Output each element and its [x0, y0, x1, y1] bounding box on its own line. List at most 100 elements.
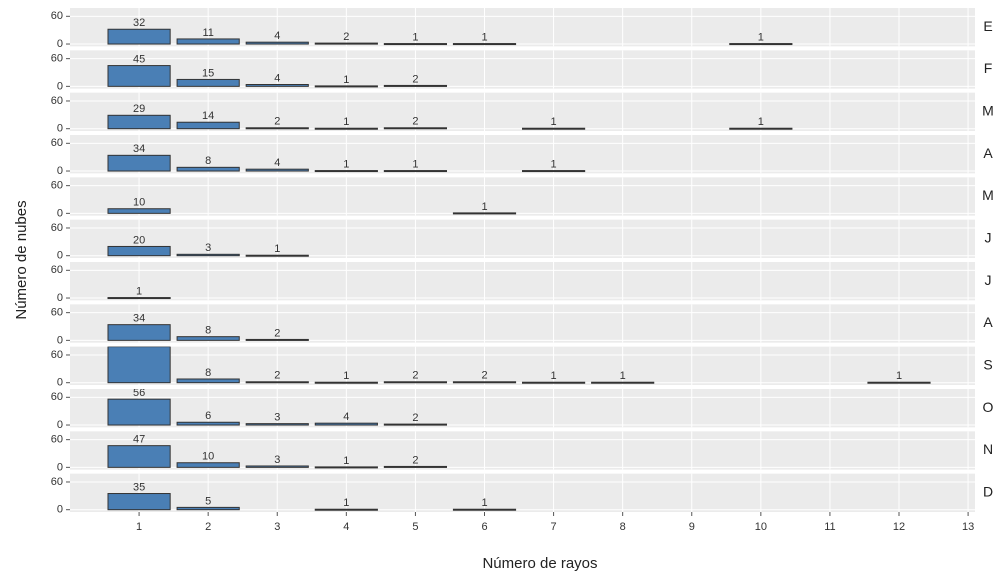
bar	[383, 84, 448, 87]
bar	[245, 338, 309, 341]
strip-label: D	[983, 484, 993, 500]
panel: 29 14 2 1 2 1 1	[70, 92, 975, 131]
y-tick-label: 0	[57, 38, 63, 50]
bar	[176, 166, 240, 172]
x-tick-label: 13	[962, 521, 974, 533]
bar	[452, 381, 517, 384]
strip-label: J	[985, 230, 992, 246]
y-tick-label: 60	[51, 137, 63, 149]
data-label: 1	[758, 116, 764, 128]
data-label: 1	[551, 370, 557, 382]
bar	[522, 170, 586, 173]
x-axis-title: Número de rayos	[482, 555, 597, 572]
strip-label: M	[982, 103, 994, 119]
data-label: 34	[133, 313, 145, 325]
bar	[107, 114, 171, 130]
bar	[107, 245, 171, 257]
bar	[314, 381, 378, 384]
bar	[245, 127, 309, 130]
y-axis-title: Número de nubes	[13, 200, 30, 319]
x-tick-label: 3	[274, 521, 280, 533]
x-tick-label: 8	[620, 521, 626, 533]
panel-background	[70, 389, 975, 428]
data-label: 1	[481, 497, 487, 509]
bar	[107, 346, 171, 384]
data-label: 1	[412, 158, 418, 170]
data-label: 32	[133, 17, 145, 29]
y-tick-label: 0	[57, 250, 63, 262]
bar	[314, 466, 378, 469]
x-tick-label: 7	[551, 521, 557, 533]
x-tick-label: 6	[481, 521, 487, 533]
data-label: 1	[481, 201, 487, 213]
bar	[176, 78, 240, 87]
y-tick-label: 0	[57, 80, 63, 92]
data-label: 2	[412, 370, 418, 382]
data-label: 2	[343, 31, 349, 43]
y-tick-label: 60	[51, 10, 63, 22]
data-label: 10	[133, 197, 145, 209]
data-label: 5	[205, 495, 211, 507]
y-tick-label: 60	[51, 349, 63, 361]
data-label: 1	[343, 370, 349, 382]
y-tick-label: 60	[51, 222, 63, 234]
bar	[452, 212, 517, 215]
data-label: 1	[481, 31, 487, 43]
bar	[245, 168, 309, 172]
bar	[522, 127, 586, 130]
y-tick-label: 0	[57, 123, 63, 135]
bar	[383, 127, 448, 130]
x-tick-label: 4	[343, 521, 349, 533]
bar	[176, 38, 240, 45]
y-tick-label: 60	[51, 180, 63, 192]
bar	[176, 421, 240, 426]
bar	[107, 445, 171, 468]
data-label: 1	[136, 285, 142, 297]
data-label: 2	[274, 116, 280, 128]
bar	[107, 398, 171, 426]
bar	[107, 493, 171, 511]
y-tick-label: 0	[57, 207, 63, 219]
panel: 1	[70, 262, 975, 301]
y-tick-label: 60	[51, 264, 63, 276]
panel: 203 1	[70, 219, 975, 258]
panel: 56 6 3 4 2	[70, 387, 975, 428]
bar	[867, 381, 931, 384]
data-label: 2	[412, 412, 418, 424]
bar	[383, 381, 448, 384]
y-tick-label: 60	[51, 476, 63, 488]
y-tick-label: 0	[57, 419, 63, 431]
bar	[591, 381, 655, 384]
strip-label: E	[983, 18, 992, 34]
panel-background	[70, 219, 975, 258]
panel: 45 15 4 1 2	[70, 50, 975, 89]
data-label: 20	[133, 234, 145, 246]
data-label: 4	[274, 157, 280, 169]
panel: 10 1	[70, 177, 975, 216]
y-tick-label: 0	[57, 504, 63, 516]
strip-label: S	[983, 357, 992, 373]
bar	[314, 85, 378, 88]
strip-label: F	[984, 60, 993, 76]
data-label: 1	[758, 31, 764, 43]
bar	[383, 170, 448, 173]
data-label: 1	[343, 497, 349, 509]
data-label: 34	[133, 143, 145, 155]
x-tick-label: 11	[824, 521, 835, 533]
data-label: 3	[274, 454, 280, 466]
bar	[107, 208, 171, 214]
bar	[245, 254, 309, 257]
data-label: 8	[205, 367, 211, 379]
data-label: 1	[412, 31, 418, 43]
x-tick-label: 2	[205, 521, 211, 533]
data-label: 2	[412, 116, 418, 128]
data-label: 4	[274, 72, 280, 84]
data-label: 2	[412, 454, 418, 466]
strip-label: J	[985, 272, 992, 288]
data-label: 56	[133, 387, 145, 399]
y-tick-label: 60	[51, 95, 63, 107]
bar	[176, 378, 240, 384]
strip-label: O	[983, 399, 994, 415]
bar	[314, 508, 378, 511]
